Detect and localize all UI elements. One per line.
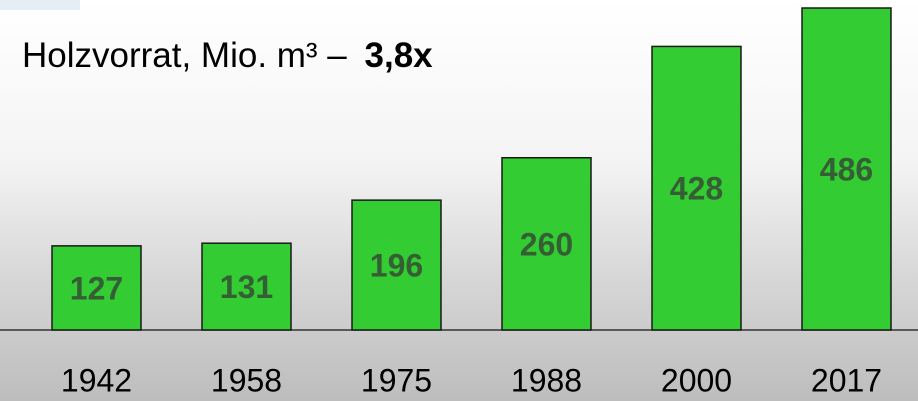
tab bbox=[0, 0, 80, 10]
x-tick-label: 1975 bbox=[361, 362, 432, 398]
x-tick-label: 2017 bbox=[811, 362, 882, 398]
x-tick-label: 2000 bbox=[661, 362, 732, 398]
bar bbox=[801, 7, 892, 331]
bar bbox=[51, 245, 142, 331]
annotation: 3,8x bbox=[365, 36, 434, 75]
title-text: Holzvorrat, Mio. m³ – bbox=[22, 36, 347, 75]
bar bbox=[351, 199, 442, 331]
value-label: 131 bbox=[220, 269, 273, 305]
chart-title: Holzvorrat, Mio. m³ – 3,8x bbox=[22, 36, 433, 75]
value-label: 196 bbox=[370, 248, 423, 284]
bar bbox=[651, 45, 742, 331]
value-label: 428 bbox=[670, 171, 723, 207]
x-tick-label: 1958 bbox=[211, 362, 282, 398]
x-tick-label: 1942 bbox=[61, 362, 132, 398]
value-label: 127 bbox=[70, 270, 123, 306]
value-label: 260 bbox=[520, 226, 573, 262]
bar bbox=[501, 156, 592, 331]
value-label: 486 bbox=[820, 151, 873, 187]
x-tick-label: 1988 bbox=[511, 362, 582, 398]
bar bbox=[201, 242, 292, 331]
